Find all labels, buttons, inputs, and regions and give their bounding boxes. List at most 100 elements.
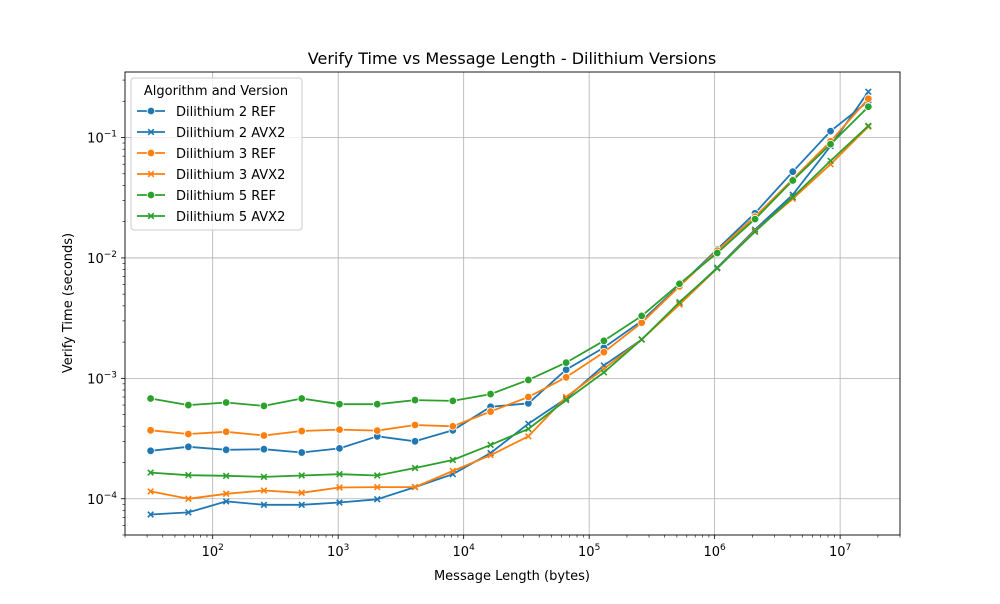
data-point xyxy=(259,401,269,411)
plot-area: 102 103 104 105 106 107 10−4 10−3 10−2 10−1 xyxy=(87,71,901,560)
data-point xyxy=(751,228,759,236)
legend-entry-label: Dilithium 3 REF xyxy=(176,147,276,162)
data-point xyxy=(524,425,532,433)
data-point xyxy=(713,264,721,272)
data-point xyxy=(864,122,872,130)
data-point xyxy=(826,126,835,136)
data-point xyxy=(221,398,231,407)
data-point xyxy=(185,509,192,516)
data-point xyxy=(487,451,494,459)
legend-entry-label: Dilithium 2 AVX2 xyxy=(176,126,285,141)
data-point xyxy=(373,495,381,503)
data-point xyxy=(788,167,797,176)
data-point xyxy=(336,484,343,491)
data-point xyxy=(260,487,268,494)
data-point xyxy=(373,399,382,409)
data-point xyxy=(222,472,230,480)
data-point xyxy=(448,422,458,431)
data-point xyxy=(827,157,834,165)
data-point xyxy=(260,473,268,481)
data-point xyxy=(222,498,230,505)
data-point xyxy=(147,488,154,495)
legend-entry-label: Dilithium 2 REF xyxy=(176,105,276,120)
data-point xyxy=(789,193,797,201)
data-point xyxy=(185,471,192,479)
data-point xyxy=(222,490,230,498)
legend-swatch-marker xyxy=(146,106,156,116)
chart-title: Verify Time vs Message Length - Dilithiu… xyxy=(308,49,716,68)
data-point xyxy=(297,448,306,457)
data-point xyxy=(184,429,193,439)
data-point xyxy=(336,470,343,478)
data-point xyxy=(524,420,532,428)
data-point xyxy=(561,358,571,367)
legend-swatch-marker xyxy=(146,190,156,200)
data-point xyxy=(486,389,495,399)
y-tick-label: 10−1 xyxy=(87,130,117,147)
data-point xyxy=(411,483,419,491)
data-point xyxy=(448,396,458,406)
y-tick-label: 10−2 xyxy=(87,250,117,267)
series-line-5 xyxy=(150,106,869,407)
data-point xyxy=(410,437,420,446)
axes-frame xyxy=(124,71,901,536)
y-tick-label: 10−4 xyxy=(87,491,117,508)
legend-box xyxy=(130,77,303,231)
legend-entry-label: Dilithium 3 AVX2 xyxy=(176,168,285,183)
x-tick-label: 105 xyxy=(578,543,600,560)
data-point xyxy=(297,394,306,403)
data-point xyxy=(864,88,872,96)
x-tick-label: 106 xyxy=(704,543,727,560)
x-tick-label: 104 xyxy=(453,543,476,560)
legend-title: Algorithm and Version xyxy=(144,84,288,99)
data-point xyxy=(185,495,192,503)
data-point xyxy=(147,469,154,476)
data-point xyxy=(146,394,155,403)
x-tick-label: 102 xyxy=(202,543,224,560)
data-point xyxy=(411,464,419,472)
legend-entry-label: Dilithium 5 REF xyxy=(176,189,276,204)
data-point xyxy=(524,375,533,385)
series-line-6 xyxy=(150,125,869,478)
data-point xyxy=(336,499,343,506)
y-axis-label: Verify Time (seconds) xyxy=(61,233,76,373)
data-point xyxy=(486,407,495,416)
data-point xyxy=(221,445,231,454)
data-point xyxy=(146,426,155,435)
data-point xyxy=(147,511,154,518)
data-point xyxy=(298,501,306,509)
data-point xyxy=(713,248,722,258)
data-point xyxy=(788,176,797,185)
data-point xyxy=(221,427,231,436)
data-point xyxy=(600,369,608,376)
data-point xyxy=(599,336,609,345)
data-point xyxy=(864,94,873,103)
data-point xyxy=(298,489,306,497)
data-point xyxy=(675,279,684,288)
data-point xyxy=(864,102,873,111)
data-point xyxy=(487,441,494,449)
data-point xyxy=(789,195,797,203)
x-tick-label: 107 xyxy=(829,543,851,560)
data-point xyxy=(826,139,835,149)
legend-swatch-marker xyxy=(147,212,155,220)
legend-swatch-marker xyxy=(147,170,155,178)
y-tick-label: 10−3 xyxy=(87,370,117,387)
data-point xyxy=(373,426,382,435)
data-point xyxy=(410,420,420,430)
data-point xyxy=(676,298,683,306)
data-point xyxy=(297,426,306,436)
data-point xyxy=(524,392,533,402)
data-point xyxy=(524,432,532,440)
legend: Algorithm and Version Dilithium 2 REF Dil… xyxy=(130,77,303,231)
data-point xyxy=(561,365,571,374)
data-point xyxy=(599,347,609,357)
data-point xyxy=(335,425,344,434)
x-axis-label: Message Length (bytes) xyxy=(434,569,590,584)
data-point xyxy=(335,399,344,409)
data-point xyxy=(449,467,457,475)
data-point xyxy=(562,396,570,404)
data-point xyxy=(750,214,760,224)
